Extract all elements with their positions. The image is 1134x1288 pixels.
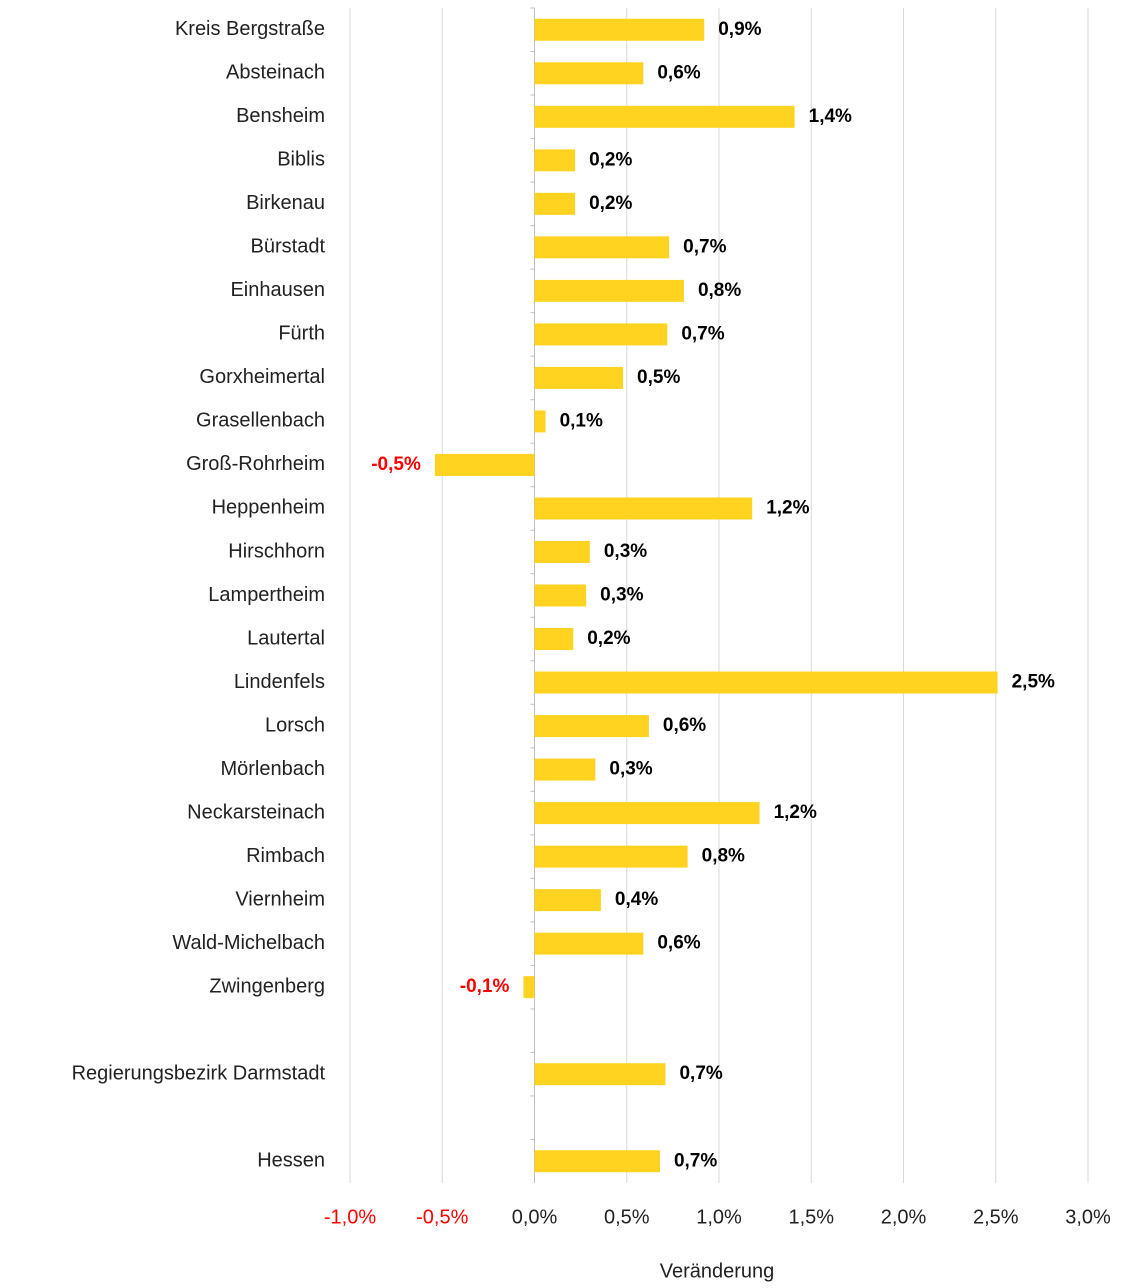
bar <box>534 845 688 868</box>
y-tick-label: Neckarsteinach <box>187 801 325 823</box>
y-tick-label: Lindenfels <box>234 671 325 693</box>
data-label: 0,1% <box>560 410 603 431</box>
bar <box>534 889 601 912</box>
y-tick-label: Bürstadt <box>251 236 326 258</box>
bar <box>534 192 576 215</box>
bar <box>534 671 998 694</box>
x-tick-label: 0,0% <box>512 1206 558 1228</box>
y-tick-label: Kreis Bergstraße <box>175 18 325 40</box>
y-tick-label: Heppenheim <box>212 497 325 519</box>
y-tick-label: Zwingenberg <box>209 975 325 997</box>
x-tick-label: 2,0% <box>881 1206 927 1228</box>
y-tick-label: Hessen <box>257 1150 325 1172</box>
data-label: 0,8% <box>698 280 741 301</box>
y-tick-label: Gorxheimertal <box>199 366 325 388</box>
y-tick-label: Biblis <box>277 149 325 171</box>
data-label: 0,3% <box>600 585 643 606</box>
data-label: 0,3% <box>609 759 652 780</box>
data-label: 0,7% <box>683 236 726 257</box>
data-label: 0,7% <box>674 1150 717 1171</box>
x-tick-label: -0,5% <box>416 1206 468 1228</box>
bar <box>534 802 760 825</box>
y-tick-label: Mörlenbach <box>220 758 325 780</box>
y-tick-label: Bensheim <box>236 105 325 127</box>
bar <box>534 323 668 346</box>
bar <box>534 410 546 433</box>
bar <box>534 1063 666 1086</box>
data-label: 2,5% <box>1012 672 1055 693</box>
data-label: 0,2% <box>589 149 632 170</box>
y-tick-label: Groß-Rohrheim <box>186 453 325 475</box>
data-label: 0,9% <box>718 19 761 40</box>
bar <box>534 366 624 389</box>
bar <box>534 758 596 781</box>
bar <box>534 279 684 302</box>
bar <box>534 236 670 259</box>
x-tick-label: 3,0% <box>1065 1206 1111 1228</box>
x-tick-label: 1,5% <box>788 1206 834 1228</box>
y-tick-label: Rimbach <box>246 845 325 867</box>
data-label: 0,7% <box>679 1063 722 1084</box>
data-label: -0,5% <box>371 454 421 475</box>
x-axis-label: Veränderung <box>660 1260 775 1282</box>
y-tick-label: Absteinach <box>226 62 325 84</box>
bar <box>534 105 795 128</box>
data-label: 0,2% <box>587 628 630 649</box>
y-tick-label: Lautertal <box>247 627 325 649</box>
bar <box>534 62 644 85</box>
x-tick-label: 0,5% <box>604 1206 650 1228</box>
y-tick-label: Fürth <box>278 323 325 345</box>
data-label: 0,6% <box>657 933 700 954</box>
bar <box>534 149 576 172</box>
bar <box>534 1150 660 1173</box>
data-label: 0,6% <box>657 62 700 83</box>
x-tick-label: 2,5% <box>973 1206 1019 1228</box>
data-label: -0,1% <box>460 976 510 997</box>
y-tick-label: Hirschhorn <box>228 540 325 562</box>
bar <box>534 932 644 955</box>
y-tick-label: Wald-Michelbach <box>172 932 325 954</box>
bar <box>534 540 590 563</box>
bar <box>534 584 587 607</box>
data-label: 0,7% <box>681 323 724 344</box>
data-label: 0,3% <box>604 541 647 562</box>
bar <box>523 976 535 999</box>
y-tick-label: Lorsch <box>265 714 325 736</box>
x-tick-label: 1,0% <box>696 1206 742 1228</box>
y-tick-label: Regierungsbezirk Darmstadt <box>72 1062 326 1084</box>
x-tick-label: -1,0% <box>324 1206 376 1228</box>
bar <box>534 628 574 651</box>
data-label: 0,6% <box>663 715 706 736</box>
data-label: 1,4% <box>809 106 852 127</box>
y-tick-label: Einhausen <box>230 279 325 301</box>
y-tick-label: Grasellenbach <box>196 410 325 432</box>
bar <box>534 497 753 520</box>
data-label: 0,5% <box>637 367 680 388</box>
data-label: 1,2% <box>774 802 817 823</box>
data-label: 0,8% <box>702 846 745 867</box>
bar <box>534 18 705 41</box>
data-label: 0,4% <box>615 889 658 910</box>
y-tick-label: Lampertheim <box>208 584 325 606</box>
bar <box>534 715 649 738</box>
y-tick-label: Viernheim <box>235 888 325 910</box>
y-tick-label: Birkenau <box>246 192 325 214</box>
data-label: 1,2% <box>766 497 809 518</box>
data-label: 0,2% <box>589 193 632 214</box>
bar <box>434 453 535 476</box>
